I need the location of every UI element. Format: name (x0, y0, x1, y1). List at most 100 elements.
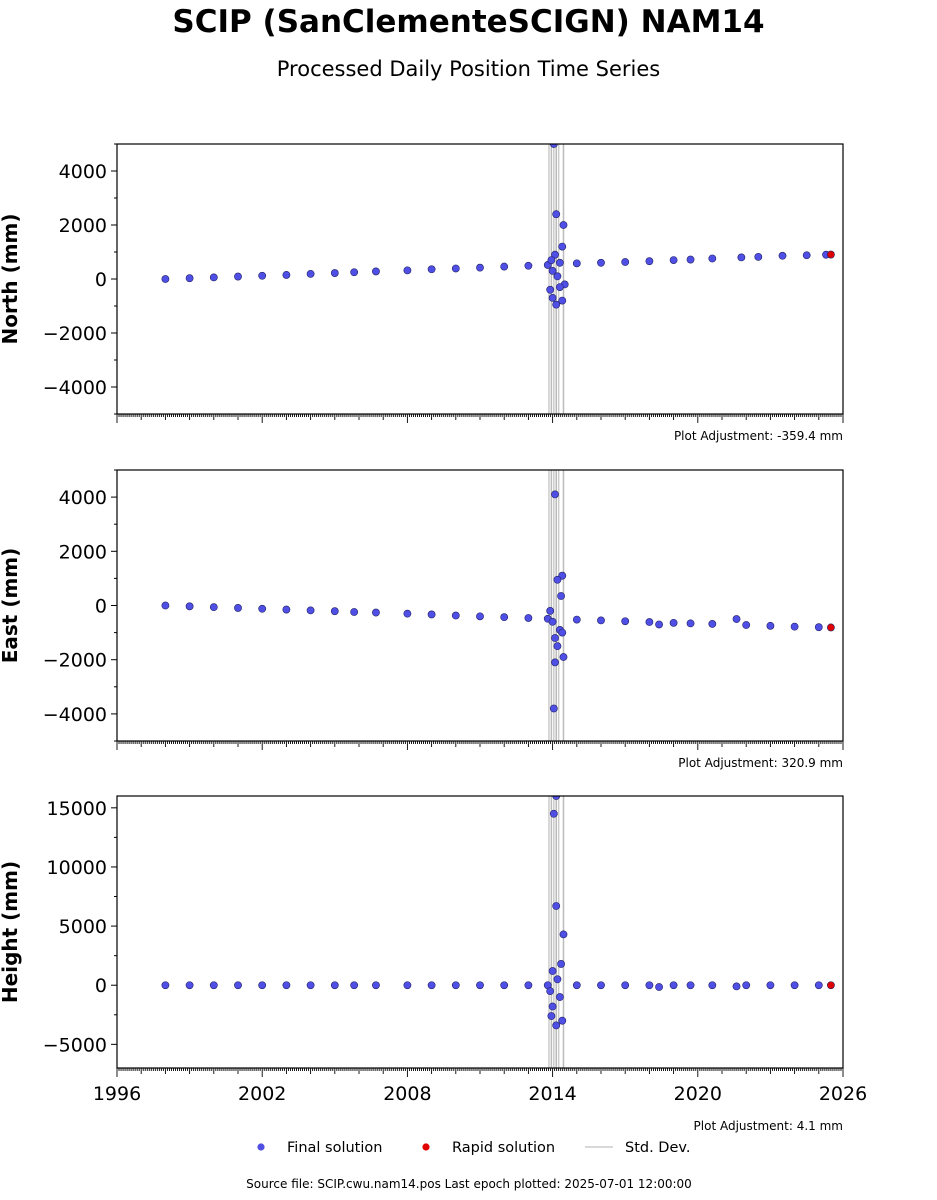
y-tick-label: 0 (95, 269, 107, 291)
final-solution-point (597, 616, 605, 625)
final-solution-point (185, 981, 194, 990)
plot-adjustment-note: Plot Adjustment: 320.9 mm (678, 756, 843, 770)
final-solution-point (558, 296, 567, 305)
final-solution-point (209, 981, 218, 990)
final-solution-point (557, 592, 565, 600)
final-solution-point (548, 1002, 557, 1011)
final-solution-point (258, 271, 267, 280)
source-footer: Source file: SCIP.cwu.nam14.pos Last epo… (246, 1177, 692, 1191)
y-axis-label: Height (mm) (0, 861, 22, 1003)
final-solution-point (306, 269, 315, 278)
final-solution-point (451, 981, 460, 990)
final-solution-point (655, 620, 663, 629)
final-solution-point (572, 615, 581, 624)
final-solution-point (555, 283, 564, 291)
final-solution-point (546, 987, 555, 996)
chart-title: SCIP (SanClementeSCIGN) NAM14 (172, 4, 765, 40)
legend-marker (257, 1143, 265, 1151)
series-markers (161, 144, 835, 309)
final-solution-point (790, 981, 799, 990)
legend: Final solution Rapid solution Std. Dev. (257, 1140, 690, 1156)
final-solution-point (547, 1012, 556, 1020)
final-solution-point (500, 613, 509, 622)
final-solution-point (476, 612, 484, 621)
final-solution-point (559, 653, 568, 661)
final-solution-point (645, 618, 654, 626)
final-solution-point (645, 981, 654, 990)
y-tick-label: 4000 (59, 487, 107, 509)
final-solution-point (557, 960, 565, 968)
y-axis-label: North (mm) (0, 213, 22, 344)
final-solution-point (350, 608, 359, 616)
final-solution-point (403, 981, 412, 990)
final-solution-point (547, 256, 556, 264)
x-tick-label: 1996 (93, 1083, 141, 1105)
final-solution-point (372, 981, 380, 990)
final-solution-point (161, 275, 170, 283)
final-solution-point (161, 601, 170, 610)
final-solution-point (524, 614, 533, 622)
final-solution-point (234, 604, 242, 612)
final-solution-point (655, 983, 663, 991)
final-solution-point (350, 268, 359, 277)
final-solution-point (209, 603, 218, 612)
final-solution-point (372, 608, 380, 617)
final-solution-point (737, 253, 746, 262)
final-solution-point (555, 258, 564, 267)
final-solution-point (553, 272, 562, 281)
final-solution-point (330, 269, 339, 277)
final-solution-point (552, 902, 561, 910)
final-solution-point (330, 981, 339, 990)
y-axis-label: East (mm) (0, 548, 22, 664)
final-solution-point (559, 221, 568, 229)
final-solution-point (551, 490, 559, 499)
final-solution-point (669, 618, 678, 627)
plot-frame (116, 469, 844, 742)
rapid-solution-point (827, 250, 835, 259)
rapid-solution-point (827, 623, 835, 632)
legend-marker (422, 1143, 430, 1151)
plot-frame (116, 143, 844, 415)
std-dev-bars (548, 470, 565, 741)
chart-subtitle: Processed Daily Position Time Series (276, 57, 661, 81)
series-markers (161, 490, 835, 713)
final-solution-point (209, 273, 218, 282)
legend-label: Rapid solution (452, 1140, 555, 1156)
final-solution-point (766, 981, 775, 990)
y-tick-label: 15000 (47, 798, 107, 820)
final-solution-point (558, 1016, 567, 1025)
final-solution-point (597, 258, 605, 267)
final-solution-point (185, 602, 194, 611)
y-tick-label: 2000 (59, 541, 107, 563)
final-solution-point (708, 254, 717, 263)
x-tick-label: 2002 (238, 1083, 286, 1105)
final-solution-point (686, 619, 695, 628)
final-solution-point (802, 251, 811, 260)
y-tick-label: 5000 (59, 916, 107, 938)
final-solution-point (549, 144, 558, 148)
final-solution-point (372, 267, 380, 276)
series-markers (161, 796, 835, 1030)
final-solution-point (597, 981, 605, 990)
panel-3: −5000 0 5000 10000 15000 1996 2002 2008 2014 2020… (0, 795, 867, 1133)
std-dev-bars (548, 144, 565, 414)
final-solution-point (814, 981, 823, 990)
final-solution-point (551, 658, 559, 667)
final-solution-point (258, 604, 267, 613)
y-tick-label: 0 (95, 596, 107, 618)
final-solution-point (185, 274, 194, 283)
final-solution-point (403, 266, 412, 275)
final-solution-point (553, 642, 562, 651)
plot-frame (116, 795, 844, 1069)
x-tick-label: 2014 (528, 1083, 576, 1105)
final-solution-point (306, 606, 315, 615)
final-solution-point (451, 264, 460, 273)
final-solution-point (621, 981, 630, 990)
final-solution-point (350, 981, 359, 990)
final-solution-point (403, 609, 412, 618)
final-solution-point (708, 620, 717, 628)
final-solution-point (476, 981, 484, 990)
final-solution-point (427, 610, 436, 619)
y-tick-label: −5000 (43, 1034, 107, 1056)
final-solution-point (754, 252, 763, 261)
